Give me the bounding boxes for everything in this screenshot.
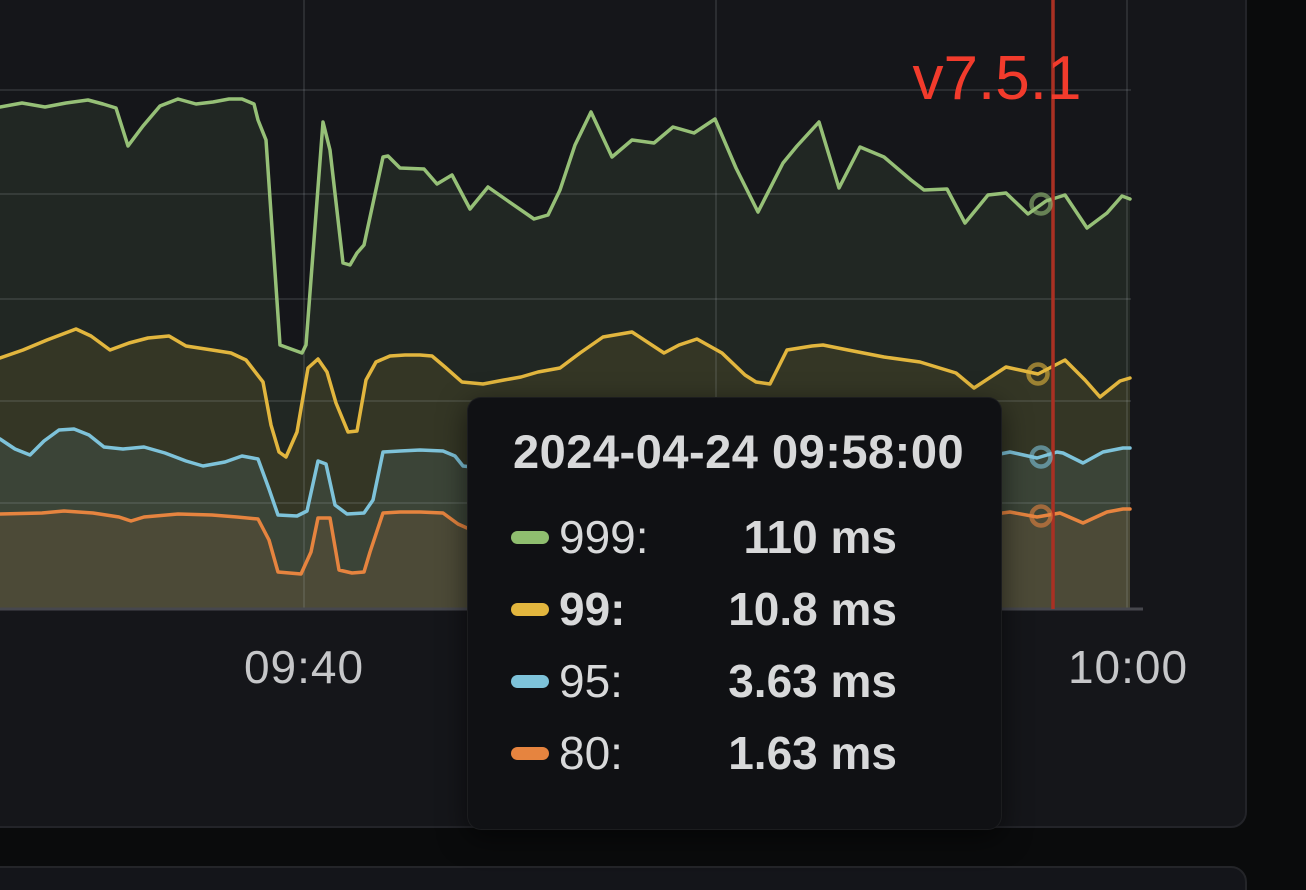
series-999-label: 999:	[559, 511, 649, 563]
hover-point-99	[1026, 362, 1050, 386]
series-80-label: 80:	[559, 727, 623, 779]
series-999-value: 110 ms	[743, 511, 897, 563]
tooltip-timestamp: 2024-04-24 09:58:00	[513, 425, 965, 478]
series-80-value: 1.63 ms	[728, 727, 897, 779]
series-95-value: 3.63 ms	[728, 655, 897, 707]
series-95-swatch	[511, 674, 549, 688]
series-99-value: 10.8 ms	[728, 583, 897, 635]
tooltip-row-95: 95: 3.63 ms	[468, 645, 1001, 717]
tooltip-series-list: 999: 110 ms 99: 10.8 ms 95: 3.63 ms 80: …	[468, 501, 1001, 789]
series-99-label: 99:	[559, 583, 626, 635]
series-95-label: 95:	[559, 655, 623, 707]
tooltip-row-99: 99: 10.8 ms	[468, 573, 1001, 645]
tooltip-row-80: 80: 1.63 ms	[468, 717, 1001, 789]
series-80-swatch	[511, 746, 549, 760]
annotation-version-label: v7.5.1	[912, 44, 1082, 113]
series-999-swatch	[511, 530, 549, 544]
series-line-999	[0, 97, 1132, 355]
hover-point-95	[1029, 445, 1053, 469]
series-line-99	[0, 327, 1132, 459]
hover-point-999	[1029, 192, 1053, 216]
next-panel-top-edge	[0, 866, 1247, 890]
graph-hover-tooltip: 2024-04-24 09:58:00 999: 110 ms 99: 10.8…	[467, 397, 1002, 830]
tooltip-row-999: 999: 110 ms	[468, 501, 1001, 573]
x-axis-tick-1000: 10:00	[1067, 641, 1189, 693]
hover-point-80	[1029, 504, 1053, 528]
x-axis-tick-0940: 09:40	[243, 641, 365, 693]
series-99-swatch	[511, 602, 549, 616]
